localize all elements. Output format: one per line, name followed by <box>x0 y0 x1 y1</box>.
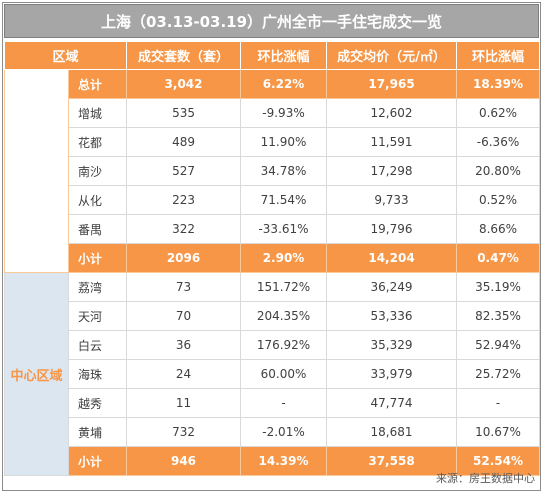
district-cell: 白云 <box>67 330 128 360</box>
avg-price-cell: 17,965 <box>326 69 458 99</box>
units-cell: 946 <box>126 446 242 476</box>
avg-price-cell: 17,298 <box>326 156 458 186</box>
col-header-units: 成交套数（套） <box>126 41 242 70</box>
avg-price-cell: 14,204 <box>326 243 458 273</box>
table-row: 天河 70 204.35% 53,336 82.35% <box>5 301 541 331</box>
group-label-outer: 外围区 <box>4 69 69 273</box>
col-header-area: 区域 <box>3 41 128 70</box>
price-change-cell: - <box>456 388 541 418</box>
table-row: 花都 489 11.90% 11,591 -6.36% <box>5 127 541 157</box>
price-change-cell: 82.35% <box>456 301 541 331</box>
table-row: 番禺 322 -33.61% 19,796 8.66% <box>5 214 541 244</box>
table-row: 中心区域 荔湾 73 151.72% 36,249 35.19% <box>4 272 541 476</box>
avg-price-cell: 19,796 <box>326 214 458 244</box>
source-note: 来源：房王数据中心 <box>436 472 535 485</box>
table-row: 从化 223 71.54% 9,733 0.52% <box>5 185 541 215</box>
total-row: 外围区 总计 3,042 6.22% 17,965 18.39% <box>4 69 541 273</box>
units-change-cell: 34.78% <box>240 156 328 186</box>
avg-price-cell: 37,558 <box>326 446 458 476</box>
col-header-avg-price: 成交均价（元/㎡） <box>326 41 458 70</box>
district-cell: 番禺 <box>67 214 128 244</box>
price-change-cell: 18.39% <box>456 69 541 99</box>
avg-price-cell: 9,733 <box>326 185 458 215</box>
avg-price-cell: 53,336 <box>326 301 458 331</box>
avg-price-cell: 11,591 <box>326 127 458 157</box>
price-change-cell: 8.66% <box>456 214 541 244</box>
units-cell: 3,042 <box>126 69 242 99</box>
units-cell: 732 <box>126 417 242 447</box>
units-cell: 36 <box>126 330 242 360</box>
district-cell: 增城 <box>67 98 128 128</box>
district-cell: 海珠 <box>67 359 128 389</box>
price-change-cell: 52.54% <box>456 446 541 476</box>
district-cell: 小计 <box>67 243 128 273</box>
units-cell: 489 <box>126 127 242 157</box>
units-cell: 70 <box>126 301 242 331</box>
units-change-cell: 204.35% <box>240 301 328 331</box>
price-change-cell: 10.67% <box>456 417 541 447</box>
units-change-cell: 60.00% <box>240 359 328 389</box>
avg-price-cell: 18,681 <box>326 417 458 447</box>
price-change-cell: 35.19% <box>456 272 541 302</box>
price-change-cell: 0.52% <box>456 185 541 215</box>
units-change-cell: 11.90% <box>240 127 328 157</box>
district-cell: 花都 <box>67 127 128 157</box>
units-cell: 527 <box>126 156 242 186</box>
district-cell: 总计 <box>67 69 128 99</box>
units-cell: 11 <box>126 388 242 418</box>
price-change-cell: 52.94% <box>456 330 541 360</box>
subtotal-row: 小计 946 14.39% 37,558 52.54% <box>5 446 541 476</box>
district-cell: 黄埔 <box>67 417 128 447</box>
units-change-cell: - <box>240 388 328 418</box>
units-change-cell: 151.72% <box>240 272 328 302</box>
units-cell: 223 <box>126 185 242 215</box>
units-cell: 535 <box>126 98 242 128</box>
group-label-center: 中心区域 <box>4 272 69 476</box>
district-cell: 从化 <box>67 185 128 215</box>
district-cell: 荔湾 <box>67 272 128 302</box>
table-row: 增城 535 -9.93% 12,602 0.62% <box>5 98 541 128</box>
units-change-cell: 2.90% <box>240 243 328 273</box>
col-header-units-change: 环比涨幅 <box>240 41 328 70</box>
units-change-cell: 176.92% <box>240 330 328 360</box>
avg-price-cell: 35,329 <box>326 330 458 360</box>
district-cell: 小计 <box>67 446 128 476</box>
units-cell: 73 <box>126 272 242 302</box>
table-row: 黄埔 732 -2.01% 18,681 10.67% <box>5 417 541 447</box>
avg-price-cell: 47,774 <box>326 388 458 418</box>
price-change-cell: 0.62% <box>456 98 541 128</box>
district-cell: 天河 <box>67 301 128 331</box>
price-change-cell: 0.47% <box>456 243 541 273</box>
price-change-cell: 20.80% <box>456 156 541 186</box>
price-change-cell: -6.36% <box>456 127 541 157</box>
avg-price-cell: 12,602 <box>326 98 458 128</box>
units-cell: 24 <box>126 359 242 389</box>
units-change-cell: -2.01% <box>240 417 328 447</box>
units-cell: 322 <box>126 214 242 244</box>
price-change-cell: 25.72% <box>456 359 541 389</box>
district-cell: 南沙 <box>67 156 128 186</box>
units-change-cell: 6.22% <box>240 69 328 99</box>
col-header-price-change: 环比涨幅 <box>456 41 541 70</box>
table-row: 白云 36 176.92% 35,329 52.94% <box>5 330 541 360</box>
table-row: 海珠 24 60.00% 33,979 25.72% <box>5 359 541 389</box>
header-row: 区域 成交套数（套） 环比涨幅 成交均价（元/㎡） 环比涨幅 <box>3 41 541 70</box>
page-title: 上海（03.13-03.19）广州全市一手住宅成交一览 <box>4 4 539 38</box>
subtotal-row: 小计 2096 2.90% 14,204 0.47% <box>5 243 541 273</box>
units-change-cell: 14.39% <box>240 446 328 476</box>
units-cell: 2096 <box>126 243 242 273</box>
transactions-table: 区域 成交套数（套） 环比涨幅 成交均价（元/㎡） 环比涨幅 外围区 总计 3,04… <box>3 41 541 476</box>
district-cell: 越秀 <box>67 388 128 418</box>
units-change-cell: -9.93% <box>240 98 328 128</box>
table-row: 越秀 11-47,774- <box>5 388 541 418</box>
units-change-cell: -33.61% <box>240 214 328 244</box>
units-change-cell: 71.54% <box>240 185 328 215</box>
table-row: 南沙 527 34.78% 17,298 20.80% <box>5 156 541 186</box>
avg-price-cell: 33,979 <box>326 359 458 389</box>
avg-price-cell: 36,249 <box>326 272 458 302</box>
